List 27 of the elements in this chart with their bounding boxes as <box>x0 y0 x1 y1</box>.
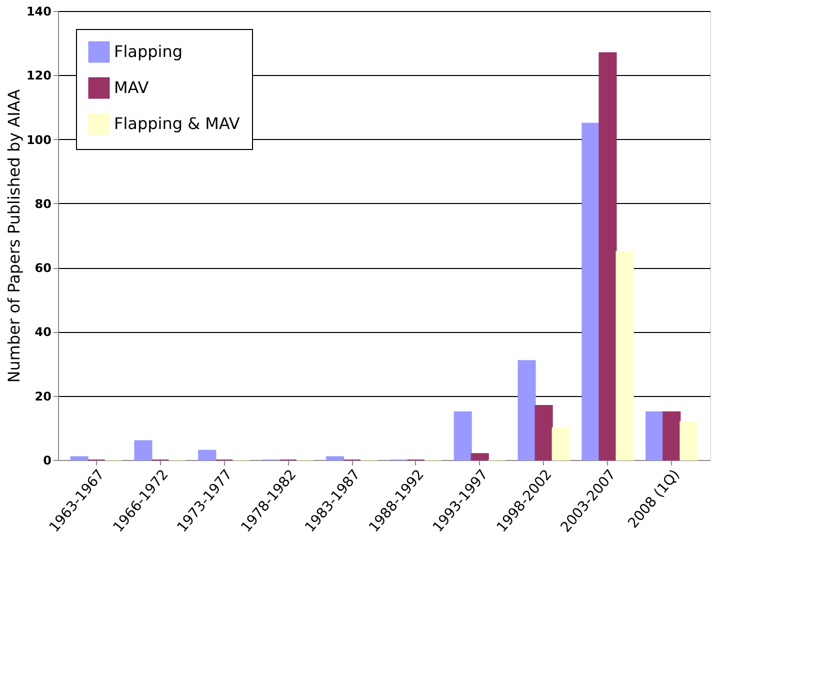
bar <box>552 427 570 460</box>
bar <box>662 411 681 460</box>
y-tick-label: 60 <box>34 261 52 276</box>
bar <box>134 440 152 460</box>
y-tick-label: 40 <box>34 325 52 340</box>
bar <box>646 411 664 460</box>
bar <box>582 122 600 460</box>
legend-label: Flapping & MAV <box>114 114 240 133</box>
bar <box>680 421 698 460</box>
y-tick-label: 100 <box>26 132 52 147</box>
bar <box>598 52 617 460</box>
bar <box>454 411 472 460</box>
y-tick-label: 120 <box>26 68 52 83</box>
bar <box>326 456 344 460</box>
bar <box>518 360 536 460</box>
y-tick-label: 140 <box>26 4 52 18</box>
bar <box>534 404 553 460</box>
bar <box>470 453 489 460</box>
bar <box>616 251 634 460</box>
legend-label: MAV <box>114 78 149 97</box>
legend-label: Flapping <box>114 42 183 61</box>
bar <box>70 456 88 460</box>
bar <box>198 450 216 460</box>
y-axis-title: Number of Papers Published by AIAA <box>4 89 24 383</box>
y-tick-label: 0 <box>43 454 52 468</box>
y-tick-label: 20 <box>34 389 52 404</box>
y-tick-label: 80 <box>34 196 52 211</box>
